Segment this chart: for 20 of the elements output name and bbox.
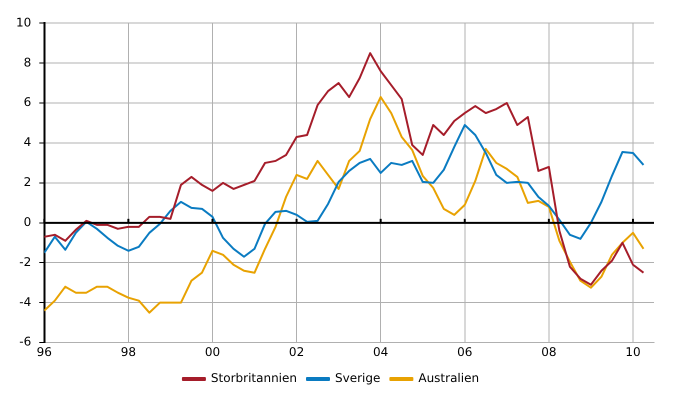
y-tick-label: 0 [24,214,32,229]
x-tick-label: 02 [288,344,304,359]
y-tick-label: 6 [24,95,32,110]
x-tick-label: 06 [457,344,472,359]
x-tick-label: 00 [204,344,220,359]
legend-label: Sverige [334,371,380,386]
y-tick-label: -6 [19,334,32,349]
x-tick-label: 96 [36,344,52,359]
y-tick-label: 2 [24,175,32,190]
x-tick-label: 98 [120,344,136,359]
legend-label: Storbritannien [210,371,297,386]
y-tick-label: 4 [24,135,32,150]
y-tick-label: -2 [19,254,32,269]
x-tick-label: 10 [625,344,641,359]
x-tick-label: 04 [373,344,388,359]
y-tick-label: 8 [24,55,32,70]
legend-label: Australien [418,371,480,386]
y-tick-label: 10 [16,15,32,30]
x-tick-label: 08 [541,344,557,359]
y-tick-label: -4 [19,294,32,309]
